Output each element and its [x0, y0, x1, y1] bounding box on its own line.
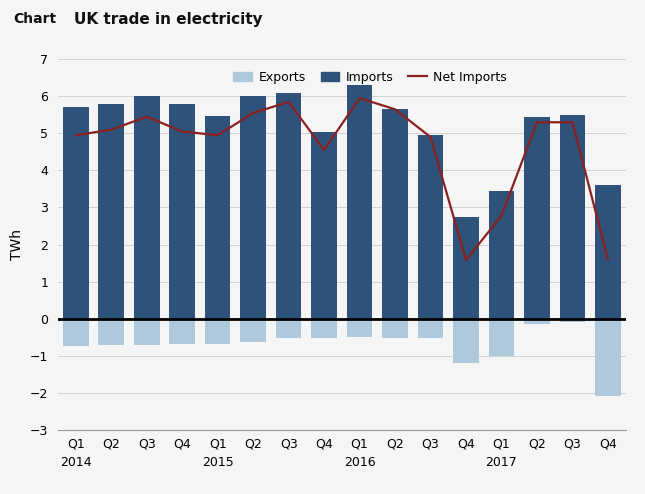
Bar: [312, 319, 337, 338]
Bar: [453, 319, 479, 363]
Bar: [453, 217, 479, 319]
Text: 2015: 2015: [202, 456, 233, 469]
Bar: [347, 85, 372, 319]
Bar: [99, 319, 124, 345]
Text: 2017: 2017: [486, 456, 517, 469]
Bar: [170, 319, 195, 344]
Bar: [418, 135, 443, 319]
Bar: [205, 116, 230, 319]
Bar: [205, 319, 230, 344]
Bar: [63, 108, 88, 319]
Bar: [99, 104, 124, 319]
Bar: [170, 105, 195, 319]
Bar: [241, 319, 266, 342]
Bar: [524, 117, 550, 319]
Bar: [560, 319, 585, 323]
Bar: [276, 319, 301, 338]
Bar: [382, 319, 408, 338]
Text: 2016: 2016: [344, 456, 375, 469]
Bar: [595, 185, 620, 319]
Bar: [560, 115, 585, 319]
Bar: [489, 191, 514, 319]
Bar: [134, 96, 159, 319]
Bar: [418, 319, 443, 338]
Text: UK trade in electricity: UK trade in electricity: [74, 12, 263, 27]
Bar: [63, 319, 88, 346]
Text: Chart: Chart: [13, 12, 56, 26]
Bar: [347, 319, 372, 337]
Text: 2014: 2014: [60, 456, 92, 469]
Bar: [524, 319, 550, 324]
Bar: [241, 96, 266, 319]
Bar: [134, 319, 159, 345]
Bar: [312, 131, 337, 319]
Y-axis label: TWh: TWh: [10, 229, 25, 260]
Bar: [276, 93, 301, 319]
Legend: Exports, Imports, Net Imports: Exports, Imports, Net Imports: [228, 66, 512, 88]
Bar: [489, 319, 514, 356]
Bar: [595, 319, 620, 396]
Bar: [382, 109, 408, 319]
